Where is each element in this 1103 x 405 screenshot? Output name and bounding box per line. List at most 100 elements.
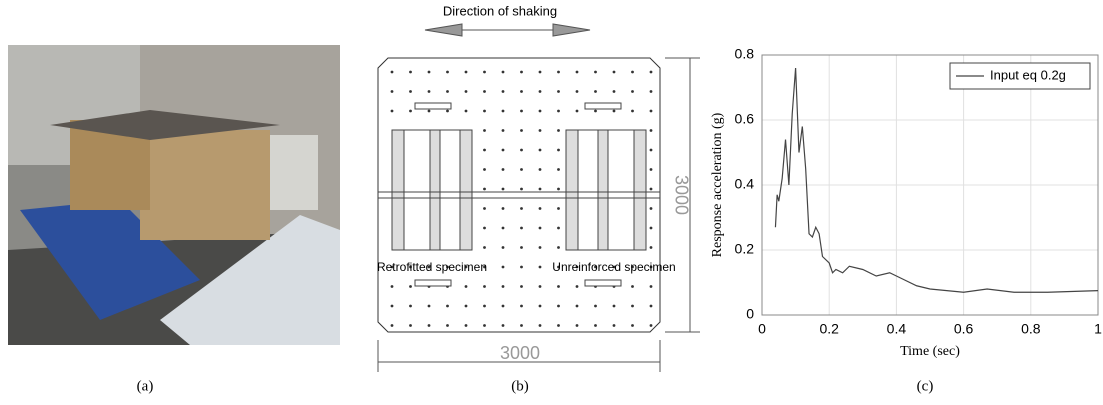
bolt-hole [502, 207, 505, 210]
bolt-hole [557, 188, 560, 191]
x-tick-label: 0.6 [954, 321, 974, 337]
x-tick-label: 0.2 [819, 321, 839, 337]
diagram-title: Direction of shaking [443, 3, 557, 18]
bolt-hole [391, 324, 394, 327]
bolt-hole [428, 305, 431, 308]
bolt-hole [539, 168, 542, 171]
bolt-hole [539, 207, 542, 210]
legend-label: Input eq 0.2g [990, 67, 1066, 82]
caption: (c) [917, 378, 934, 394]
bolt-hole [502, 188, 505, 191]
bolt-hole [520, 305, 523, 308]
bolt-hole [650, 305, 653, 308]
bolt-hole [576, 110, 579, 113]
bolt-hole [520, 110, 523, 113]
bolt-hole [520, 285, 523, 288]
bolt-hole [502, 149, 505, 152]
bolt-hole [520, 129, 523, 132]
bolt-hole [613, 90, 616, 93]
bolt-hole [557, 324, 560, 327]
bolt-hole [520, 246, 523, 249]
y-tick-label: 0.2 [735, 241, 755, 257]
bolt-hole [520, 168, 523, 171]
bolt-hole [539, 285, 542, 288]
bolt-hole [557, 168, 560, 171]
bolt-hole [391, 90, 394, 93]
bolt-hole [483, 285, 486, 288]
bolt-hole [446, 110, 449, 113]
bolt-hole [483, 149, 486, 152]
bolt-hole [557, 227, 560, 230]
y-tick-label: 0.6 [735, 111, 755, 127]
bolt-hole [465, 285, 468, 288]
bolt-hole [483, 110, 486, 113]
bolt-hole [557, 71, 560, 74]
bolt-hole [502, 71, 505, 74]
bolt-hole [483, 71, 486, 74]
bolt-hole [631, 90, 634, 93]
bolt-hole [539, 90, 542, 93]
bolt-hole [409, 285, 412, 288]
specimen-label: Retrofitted specimen [377, 260, 487, 274]
bolt-hole [631, 71, 634, 74]
bolt-hole [594, 90, 597, 93]
bolt-hole [409, 305, 412, 308]
bolt-hole [446, 90, 449, 93]
bolt-hole [520, 227, 523, 230]
caption: (a) [137, 378, 154, 394]
bolt-hole [576, 324, 579, 327]
bolt-hole [557, 207, 560, 210]
bolt-hole [576, 305, 579, 308]
bolt-hole [391, 110, 394, 113]
bolt-hole [428, 71, 431, 74]
photo [8, 45, 340, 345]
bolt-hole [631, 110, 634, 113]
bolt-hole [483, 305, 486, 308]
bolt-hole [594, 71, 597, 74]
bolt-hole [502, 168, 505, 171]
y-tick-label: 0 [746, 306, 754, 322]
bolt-hole [446, 71, 449, 74]
x-axis-label: Time (sec) [900, 344, 960, 359]
bolt-hole [483, 246, 486, 249]
bolt-hole [483, 129, 486, 132]
bolt-hole [557, 285, 560, 288]
bolt-hole [650, 285, 653, 288]
bolt-hole [539, 110, 542, 113]
x-tick-label: 0.4 [887, 321, 907, 337]
bolt-hole [650, 227, 653, 230]
bolt-hole [502, 246, 505, 249]
bolt-hole [613, 305, 616, 308]
bolt-hole [613, 324, 616, 327]
bolt-hole [520, 71, 523, 74]
bolt-hole [502, 110, 505, 113]
bolt-hole [594, 305, 597, 308]
bolt-hole [520, 188, 523, 191]
bolt-hole [520, 207, 523, 210]
bolt-hole [650, 324, 653, 327]
bolt-hole [502, 227, 505, 230]
bolt-hole [650, 71, 653, 74]
y-tick-label: 0.8 [735, 46, 755, 62]
bolt-hole [576, 90, 579, 93]
bolt-hole [483, 188, 486, 191]
bolt-hole [650, 188, 653, 191]
bolt-hole [391, 71, 394, 74]
bolt-hole [539, 305, 542, 308]
figure: Direction of shaking Retrofitted specime… [0, 0, 1103, 405]
bolt-hole [428, 110, 431, 113]
chart: 00.20.40.60.800.20.40.60.81Input eq 0.2g [735, 46, 1103, 337]
y-axis-label: Response acceleration (g) [710, 112, 725, 257]
bolt-hole [520, 266, 523, 269]
bolt-hole [483, 227, 486, 230]
bolt-hole [650, 207, 653, 210]
bolt-hole [465, 71, 468, 74]
bolt-hole [465, 305, 468, 308]
bolt-hole [409, 324, 412, 327]
bolt-hole [557, 90, 560, 93]
bolt-hole [631, 305, 634, 308]
bolt-hole [576, 71, 579, 74]
bolt-hole [650, 246, 653, 249]
bolt-hole [557, 305, 560, 308]
bolt-hole [613, 110, 616, 113]
